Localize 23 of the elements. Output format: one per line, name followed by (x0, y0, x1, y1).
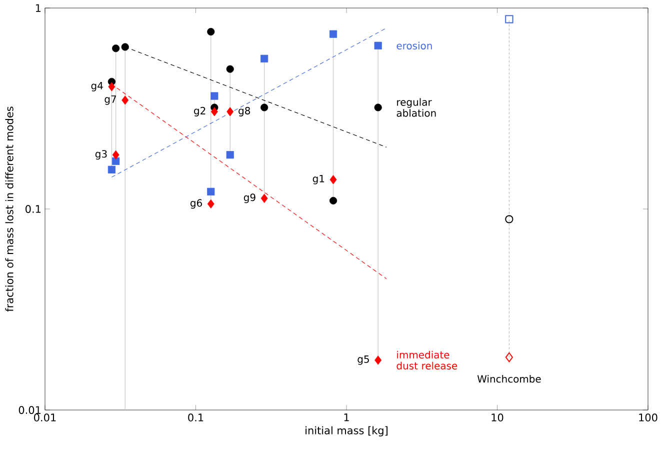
annotation: g9 (244, 194, 256, 204)
x-tick-label: 1 (344, 414, 349, 422)
series-label: erosion (396, 42, 432, 50)
annotation: g7 (104, 95, 116, 105)
x-axis-title: initial mass [kg] (306, 426, 388, 436)
y-tick-label: 0.01 (18, 406, 41, 414)
x-tick-label: 10 (492, 414, 504, 422)
annotation: g8 (238, 106, 250, 116)
annotation: g5 (358, 356, 369, 365)
y-tick-label: 1 (36, 4, 41, 12)
x-tick-label: 0.01 (34, 414, 56, 422)
annotation: g1 (312, 174, 324, 184)
annotation: g6 (190, 199, 202, 209)
series-label: regular ablation (396, 98, 436, 117)
x-tick-label: 0.1 (188, 414, 204, 422)
series-label: immediate dust release (396, 350, 458, 370)
y-axis-title: fraction of mass lost in different modes (5, 106, 14, 312)
x-tick-label: 100 (639, 414, 658, 422)
y-tick-label: 0.1 (26, 205, 41, 213)
annotation: g3 (95, 150, 107, 160)
annotation: g2 (194, 106, 206, 116)
annotation: g4 (91, 82, 103, 92)
annotation: Winchcombe (477, 374, 541, 383)
